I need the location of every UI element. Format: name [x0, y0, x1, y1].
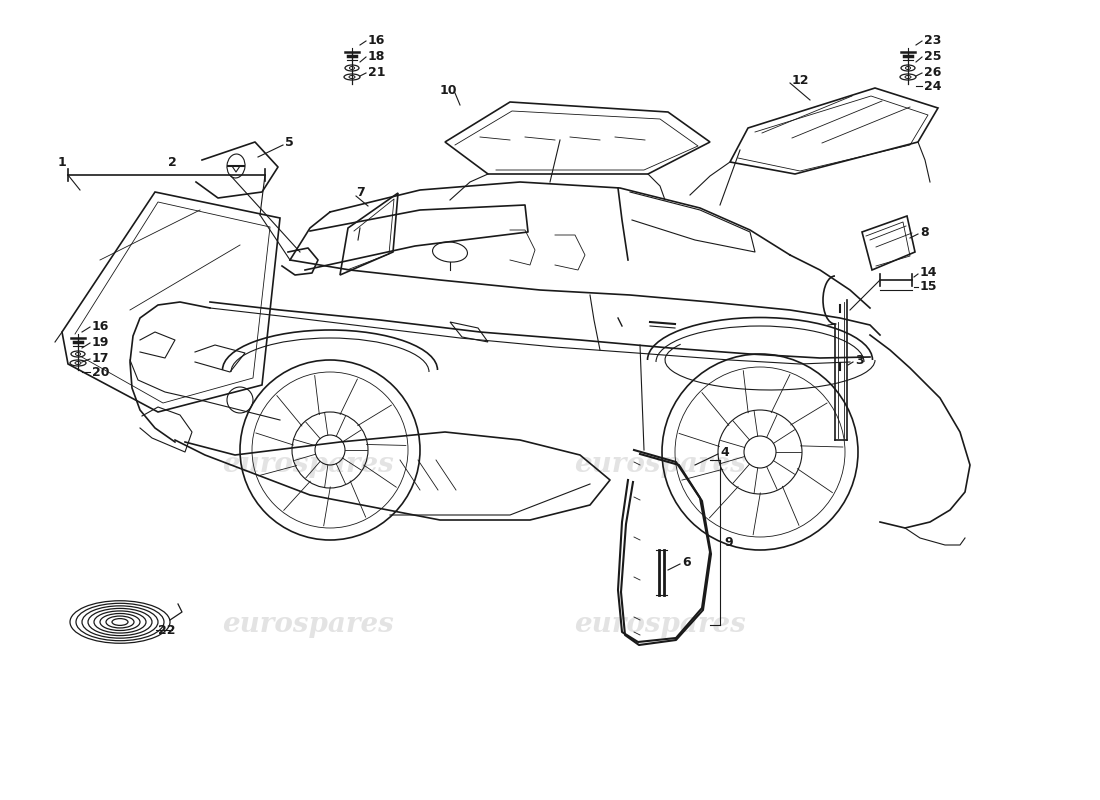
Text: 4: 4 — [720, 446, 728, 458]
Text: 20: 20 — [92, 366, 110, 378]
Text: 19: 19 — [92, 335, 109, 349]
Text: 18: 18 — [368, 50, 385, 62]
Text: eurospares: eurospares — [222, 450, 394, 478]
Text: 26: 26 — [924, 66, 942, 78]
Text: eurospares: eurospares — [222, 610, 394, 638]
Text: eurospares: eurospares — [574, 450, 746, 478]
Text: 15: 15 — [920, 279, 937, 293]
Text: 22: 22 — [158, 623, 176, 637]
Text: 3: 3 — [855, 354, 864, 366]
Text: 24: 24 — [924, 79, 942, 93]
Text: 2: 2 — [168, 155, 177, 169]
Text: 7: 7 — [356, 186, 365, 198]
Text: 14: 14 — [920, 266, 937, 278]
Text: 16: 16 — [368, 34, 385, 46]
Text: 23: 23 — [924, 34, 942, 46]
Text: 25: 25 — [924, 50, 942, 62]
Text: 6: 6 — [682, 555, 691, 569]
Text: 9: 9 — [724, 535, 733, 549]
Text: 12: 12 — [792, 74, 810, 86]
Text: 21: 21 — [368, 66, 385, 78]
Text: 8: 8 — [920, 226, 928, 238]
Text: 16: 16 — [92, 319, 109, 333]
Text: 5: 5 — [285, 135, 294, 149]
Text: 10: 10 — [440, 83, 458, 97]
Text: 17: 17 — [92, 351, 110, 365]
Text: 1: 1 — [58, 155, 67, 169]
Text: eurospares: eurospares — [574, 610, 746, 638]
